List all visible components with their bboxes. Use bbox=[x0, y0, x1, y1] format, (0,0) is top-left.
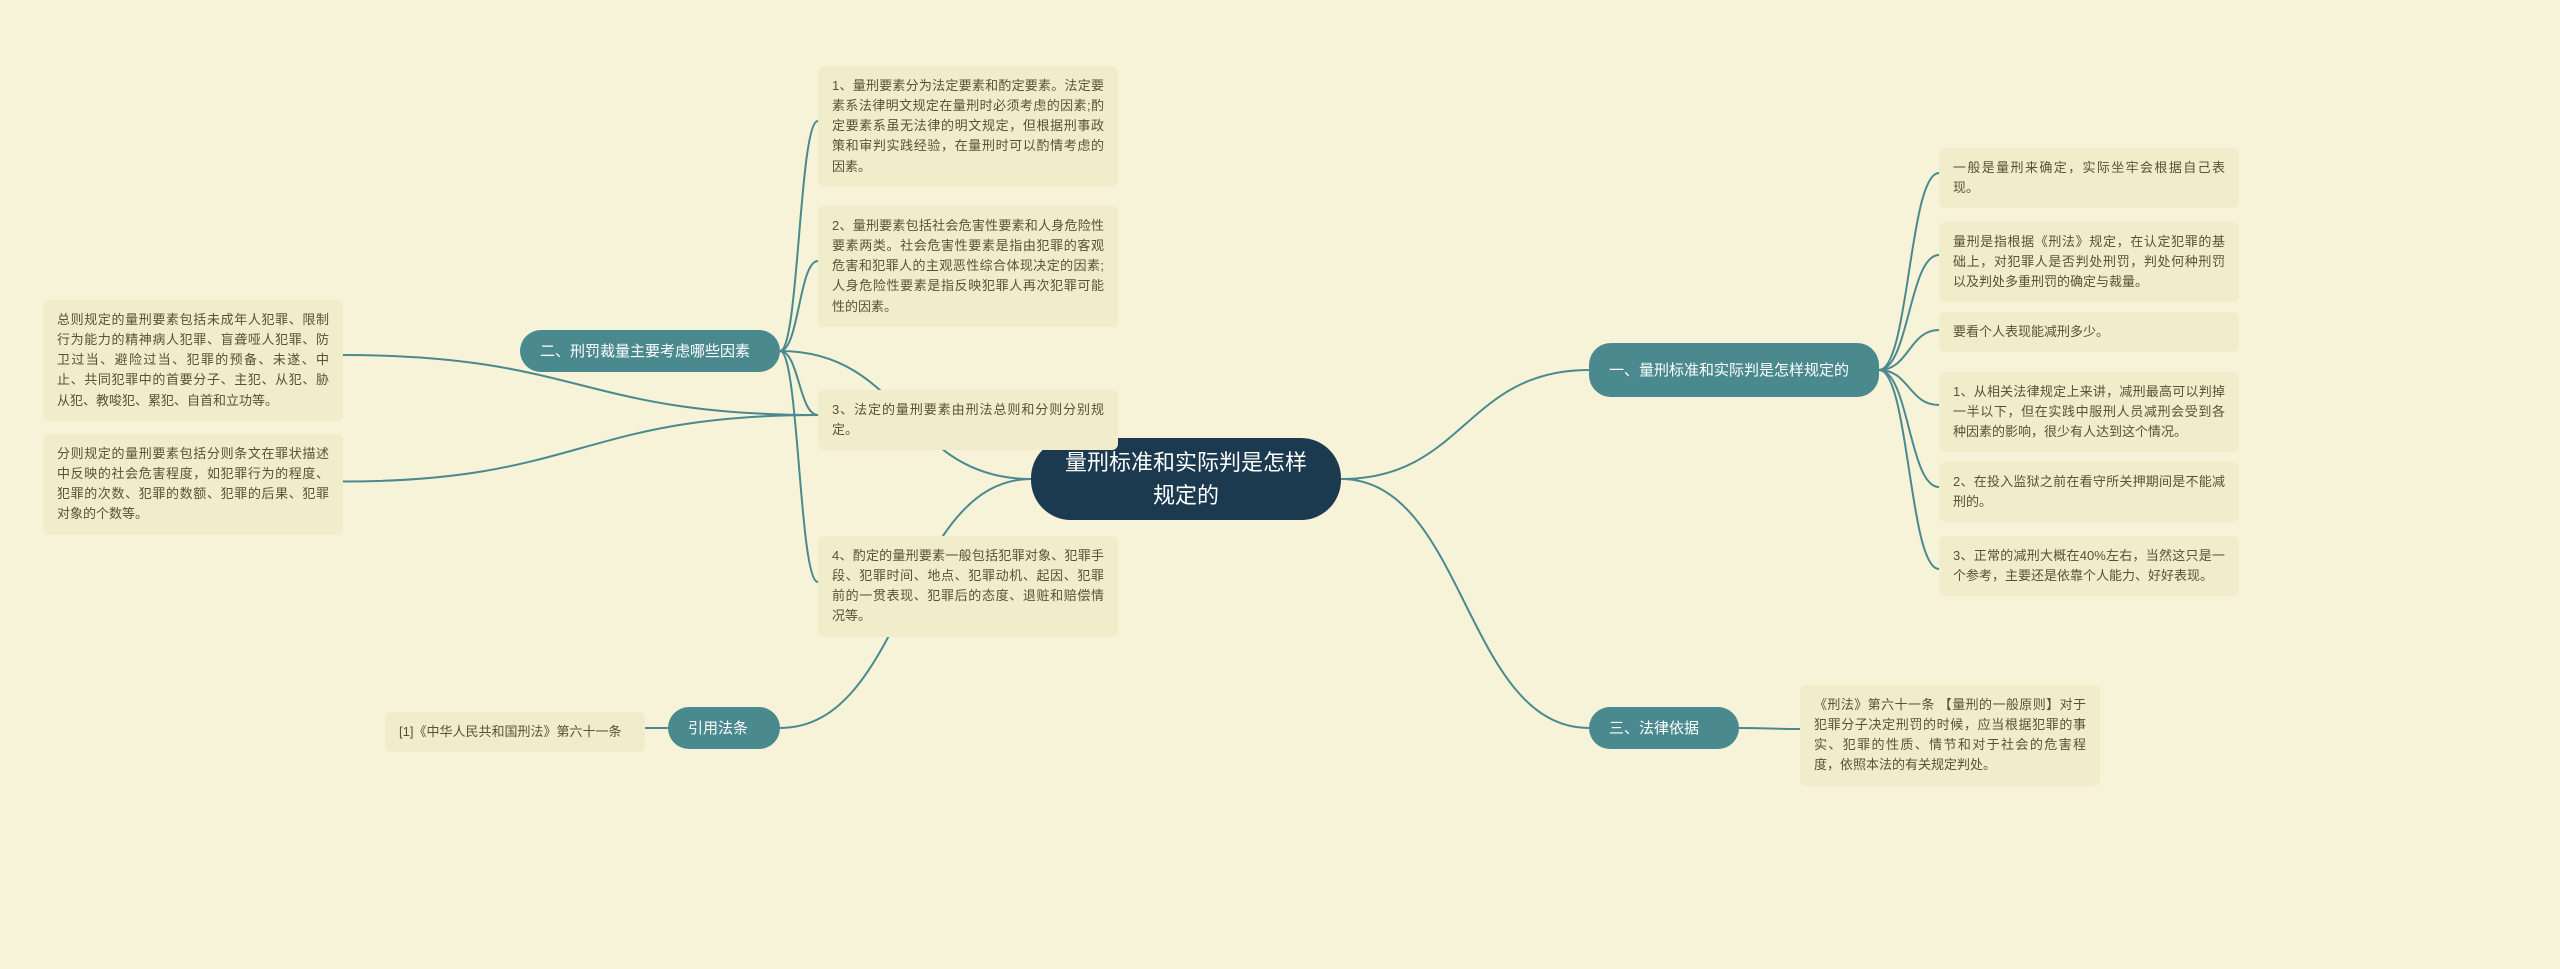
center-node: 量刑标准和实际判是怎样 规定的 bbox=[1031, 438, 1341, 520]
leaf-b3-1-text: 《刑法》第六十一条 【量刑的一般原则】对于犯罪分子决定刑罚的时候，应当根据犯罪的… bbox=[1814, 697, 2086, 772]
leaf-b1-1-text: 一般是量刑来确定，实际坐牢会根据自己表现。 bbox=[1953, 160, 2225, 195]
leaf-b2-1: 1、量刑要素分为法定要素和酌定要素。法定要素系法律明文规定在量刑时必须考虑的因素… bbox=[818, 66, 1118, 187]
leaf-b1-2: 量刑是指根据《刑法》规定，在认定犯罪的基础上，对犯罪人是否判处刑罚，判处何种刑罚… bbox=[1939, 222, 2239, 302]
branch-2-label: 二、刑罚裁量主要考虑哪些因素 bbox=[540, 341, 750, 362]
branch-4: 引用法条 bbox=[668, 707, 780, 749]
leaf-b1-6: 3、正常的减刑大概在40%左右，当然这只是一个参考，主要还是依靠个人能力、好好表… bbox=[1939, 536, 2239, 596]
branch-1-label: 一、量刑标准和实际判是怎样规定的 bbox=[1609, 360, 1849, 381]
leaf-b4-1: [1]《中华人民共和国刑法》第六十一条 bbox=[385, 712, 645, 752]
branch-3-label: 三、法律依据 bbox=[1609, 718, 1699, 739]
leaf-b2-2-text: 2、量刑要素包括社会危害性要素和人身危险性要素两类。社会危害性要素是指由犯罪的客… bbox=[832, 218, 1104, 314]
leaf-b1-5: 2、在投入监狱之前在看守所关押期间是不能减刑的。 bbox=[1939, 462, 2239, 522]
branch-2: 二、刑罚裁量主要考虑哪些因素 bbox=[520, 330, 780, 372]
leaf-b4-1-text: [1]《中华人民共和国刑法》第六十一条 bbox=[399, 724, 621, 739]
leaf-b2-3-text: 3、法定的量刑要素由刑法总则和分则分别规定。 bbox=[832, 402, 1104, 437]
leaf-b1-2-text: 量刑是指根据《刑法》规定，在认定犯罪的基础上，对犯罪人是否判处刑罚，判处何种刑罚… bbox=[1953, 234, 2225, 289]
leaf-b1-6-text: 3、正常的减刑大概在40%左右，当然这只是一个参考，主要还是依靠个人能力、好好表… bbox=[1953, 548, 2225, 583]
leaf-b2-1-text: 1、量刑要素分为法定要素和酌定要素。法定要素系法律明文规定在量刑时必须考虑的因素… bbox=[832, 78, 1104, 174]
leaf-b2-4: 4、酌定的量刑要素一般包括犯罪对象、犯罪手段、犯罪时间、地点、犯罪动机、起因、犯… bbox=[818, 536, 1118, 637]
leaf-b1-4-text: 1、从相关法律规定上来讲，减刑最高可以判掉一半以下，但在实践中服刑人员减刑会受到… bbox=[1953, 384, 2225, 439]
leaf-b1-3: 要看个人表现能减刑多少。 bbox=[1939, 312, 2239, 352]
leaf-b1-1: 一般是量刑来确定，实际坐牢会根据自己表现。 bbox=[1939, 148, 2239, 208]
branch-1: 一、量刑标准和实际判是怎样规定的 bbox=[1589, 343, 1879, 397]
leaf-b1-4: 1、从相关法律规定上来讲，减刑最高可以判掉一半以下，但在实践中服刑人员减刑会受到… bbox=[1939, 372, 2239, 452]
branch-3: 三、法律依据 bbox=[1589, 707, 1739, 749]
leaf-b3-1: 《刑法》第六十一条 【量刑的一般原则】对于犯罪分子决定刑罚的时候，应当根据犯罪的… bbox=[1800, 685, 2100, 786]
leaf-b2-2: 2、量刑要素包括社会危害性要素和人身危险性要素两类。社会危害性要素是指由犯罪的客… bbox=[818, 206, 1118, 327]
leaf-b2-3b-text: 分则规定的量刑要素包括分则条文在罪状描述中反映的社会危害程度，如犯罪行为的程度、… bbox=[57, 446, 329, 521]
leaf-b2-3a: 总则规定的量刑要素包括未成年人犯罪、限制行为能力的精神病人犯罪、盲聋哑人犯罪、防… bbox=[43, 300, 343, 421]
center-text: 量刑标准和实际判是怎样 规定的 bbox=[1061, 446, 1311, 512]
leaf-b2-3b: 分则规定的量刑要素包括分则条文在罪状描述中反映的社会危害程度，如犯罪行为的程度、… bbox=[43, 434, 343, 535]
branch-4-label: 引用法条 bbox=[688, 718, 748, 739]
leaf-b2-4-text: 4、酌定的量刑要素一般包括犯罪对象、犯罪手段、犯罪时间、地点、犯罪动机、起因、犯… bbox=[832, 548, 1104, 623]
leaf-b1-3-text: 要看个人表现能减刑多少。 bbox=[1953, 324, 2109, 339]
leaf-b2-3a-text: 总则规定的量刑要素包括未成年人犯罪、限制行为能力的精神病人犯罪、盲聋哑人犯罪、防… bbox=[57, 312, 329, 408]
leaf-b1-5-text: 2、在投入监狱之前在看守所关押期间是不能减刑的。 bbox=[1953, 474, 2225, 509]
leaf-b2-3: 3、法定的量刑要素由刑法总则和分则分别规定。 bbox=[818, 390, 1118, 450]
